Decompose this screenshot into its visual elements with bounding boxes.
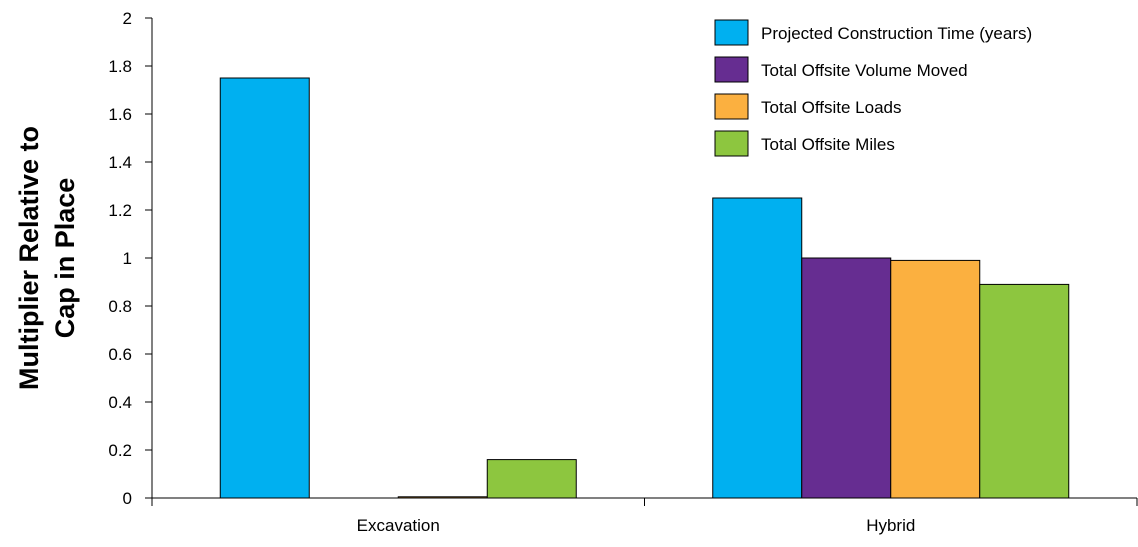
x-tick-label: Excavation <box>357 516 440 535</box>
y-tick-label: 0.4 <box>108 393 132 412</box>
y-tick-label: 1.4 <box>108 153 132 172</box>
bar <box>486 459 577 499</box>
y-tick-label: 2 <box>123 9 132 28</box>
y-tick-label: 1.8 <box>108 57 132 76</box>
bar <box>979 283 1070 499</box>
bar <box>712 197 803 499</box>
x-tick-label: Hybrid <box>866 516 915 535</box>
y-axis-label-line-2: Cap in Place <box>50 178 80 339</box>
legend-swatch <box>714 130 749 157</box>
x-axis: Excavation Hybrid <box>151 497 1138 535</box>
y-tick-label: 0.8 <box>108 297 132 316</box>
bar <box>890 259 981 499</box>
y-tick-label: 1 <box>123 249 132 268</box>
y-axis-label: Multiplier Relative to Cap in Place <box>14 126 80 390</box>
y-tick-label: 1.2 <box>108 201 132 220</box>
y-tick-label: 0 <box>123 489 132 508</box>
y-tick-label: 0.2 <box>108 441 132 460</box>
legend-label: Total Offsite Miles <box>761 135 895 154</box>
bar <box>801 257 892 499</box>
bars <box>219 77 1070 499</box>
y-tick-label: 0.6 <box>108 345 132 364</box>
legend-label: Projected Construction Time (years) <box>761 24 1032 43</box>
y-axis: 0 0.2 0.4 0.6 0.8 1 1.2 1.4 1.6 1.8 2 <box>108 9 153 508</box>
legend-swatch <box>714 93 749 120</box>
legend-label: Total Offsite Volume Moved <box>761 61 968 80</box>
bar <box>219 77 310 499</box>
legend-swatch <box>714 56 749 83</box>
y-axis-label-line-1: Multiplier Relative to <box>14 126 44 390</box>
legend-swatch <box>714 19 749 46</box>
legend-label: Total Offsite Loads <box>761 98 902 117</box>
legend: Projected Construction Time (years) Total… <box>714 19 1032 157</box>
y-tick-label: 1.6 <box>108 105 132 124</box>
